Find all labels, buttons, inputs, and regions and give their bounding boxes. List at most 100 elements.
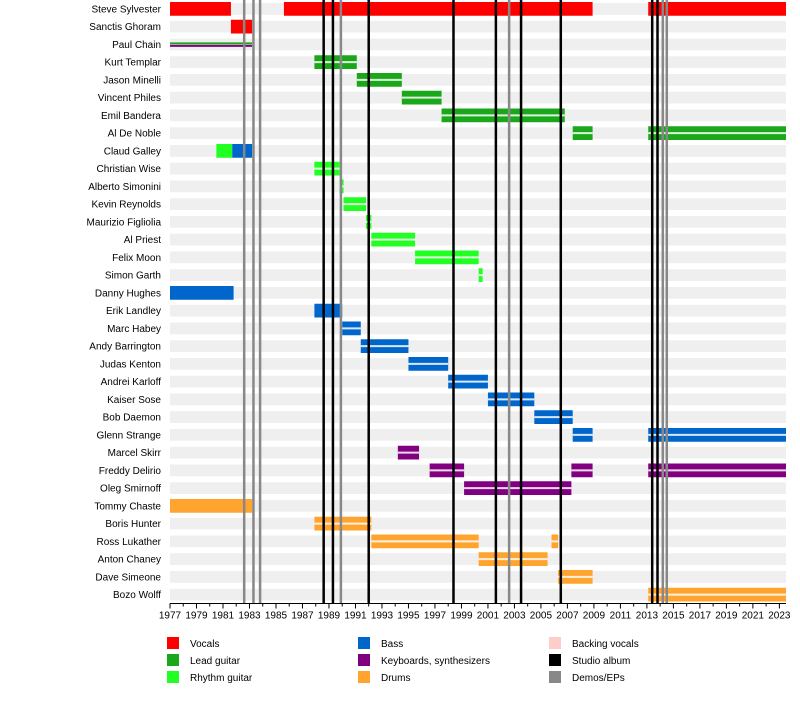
row-background bbox=[170, 358, 786, 370]
member-name: Andrei Karloff bbox=[101, 377, 162, 388]
x-axis: 1977 1979 1981 1983 1985 1987 1989 1991 1993 1995… bbox=[159, 603, 791, 622]
row-background bbox=[170, 517, 786, 530]
legend-label: Rhythm guitar bbox=[190, 673, 253, 684]
member-bar-stripe bbox=[360, 345, 409, 348]
member-name: Jason Minelli bbox=[103, 75, 161, 86]
x-tick-label: 2003 bbox=[503, 611, 526, 622]
row-background bbox=[170, 322, 786, 335]
member-bar-stripe bbox=[572, 132, 593, 135]
legend-swatch bbox=[358, 671, 370, 683]
member-bar-stripe bbox=[343, 203, 367, 206]
x-tick-label: 1977 bbox=[159, 611, 182, 622]
member-bar-stripe bbox=[342, 327, 361, 330]
row-backgrounds bbox=[170, 3, 786, 601]
member-name: Al De Noble bbox=[108, 129, 162, 140]
x-tick-label: 1985 bbox=[265, 611, 288, 622]
row-background bbox=[170, 304, 786, 317]
legend-swatch bbox=[549, 654, 561, 666]
member-bar bbox=[230, 19, 253, 34]
member-name: Bob Daemon bbox=[103, 413, 161, 424]
member-name: Ross Lukather bbox=[97, 537, 162, 548]
row-background bbox=[170, 216, 786, 228]
row-background bbox=[170, 411, 786, 423]
x-tick-label: 2007 bbox=[556, 611, 579, 622]
member-bar-stripe bbox=[314, 61, 357, 64]
member-name: Kurt Templar bbox=[104, 58, 161, 69]
row-background bbox=[170, 20, 786, 33]
member-bar-stripe bbox=[441, 114, 565, 117]
legend-swatch bbox=[549, 671, 561, 683]
x-tick-label: 1997 bbox=[424, 611, 447, 622]
x-tick-label: 2005 bbox=[530, 611, 553, 622]
member-bar-stripe bbox=[314, 167, 340, 170]
row-background bbox=[170, 74, 786, 86]
member-name: Simon Garth bbox=[105, 271, 161, 282]
row-background bbox=[170, 162, 786, 175]
row-background bbox=[170, 588, 786, 601]
member-name: Oleg Smirnoff bbox=[100, 484, 161, 495]
member-bar-stripe bbox=[551, 540, 559, 543]
member-bar bbox=[314, 303, 343, 318]
member-bar-stripe bbox=[648, 593, 786, 596]
member-names: Steve Sylvester Sanctis Ghoram Paul Chain K… bbox=[87, 4, 162, 601]
member-name: Boris Hunter bbox=[105, 519, 161, 530]
legend-swatch bbox=[167, 654, 179, 666]
row-background bbox=[170, 393, 786, 406]
row-background bbox=[170, 500, 786, 512]
member-bar-stripe bbox=[429, 469, 465, 472]
row-background bbox=[170, 198, 786, 210]
member-bar-stripe bbox=[478, 558, 548, 561]
member-bar-stripe bbox=[401, 96, 442, 99]
member-name: Claud Galley bbox=[104, 146, 161, 157]
member-bar-stripe bbox=[397, 451, 420, 454]
member-bar-stripe bbox=[371, 540, 479, 543]
x-tick-label: 1991 bbox=[344, 611, 367, 622]
member-bar-stripe bbox=[571, 469, 593, 472]
member-name: Marc Habey bbox=[107, 324, 161, 335]
row-background bbox=[170, 464, 786, 477]
member-name: Judas Kenton bbox=[100, 359, 161, 370]
member-bar-stripe bbox=[415, 256, 479, 259]
member-bar-stripe bbox=[648, 433, 786, 436]
member-bar bbox=[170, 44, 253, 47]
member-name: Glenn Strange bbox=[97, 430, 162, 441]
member-name: Dave Simeone bbox=[95, 572, 161, 583]
legend-label: Vocals bbox=[190, 639, 219, 650]
x-tick-label: 2013 bbox=[636, 611, 659, 622]
member-name: Anton Chaney bbox=[98, 555, 161, 566]
member-name: Kevin Reynolds bbox=[92, 200, 161, 211]
member-name: Danny Hughes bbox=[95, 288, 161, 299]
member-bar-stripe bbox=[464, 487, 572, 490]
row-background bbox=[170, 553, 786, 565]
member-bar bbox=[216, 144, 233, 158]
member-name: Emil Bandera bbox=[101, 111, 161, 122]
legend-label: Lead guitar bbox=[190, 656, 241, 667]
member-bar-stripe bbox=[408, 362, 449, 365]
member-bar bbox=[170, 42, 253, 45]
row-background bbox=[170, 446, 786, 459]
member-name: Maurizio Figliolia bbox=[87, 217, 162, 228]
member-bar-stripe bbox=[648, 469, 786, 472]
x-tick-label: 1981 bbox=[212, 611, 235, 622]
member-bar-stripe bbox=[572, 433, 593, 436]
legend-label: Keyboards, synthesizers bbox=[381, 656, 490, 667]
row-background bbox=[170, 91, 786, 104]
member-bar bbox=[170, 286, 234, 300]
member-bar-stripe bbox=[478, 274, 483, 277]
row-background bbox=[170, 56, 786, 68]
member-bar bbox=[648, 2, 786, 16]
x-tick-label: 2021 bbox=[742, 611, 765, 622]
member-name: Steve Sylvester bbox=[92, 4, 162, 15]
x-tick-label: 1995 bbox=[397, 611, 420, 622]
legend-swatch bbox=[167, 671, 179, 683]
member-name: Paul Chain bbox=[112, 40, 161, 51]
member-name: Tommy Chaste bbox=[94, 501, 161, 512]
member-name: Erik Landley bbox=[106, 306, 161, 317]
x-tick-label: 1989 bbox=[318, 611, 341, 622]
legend-label: Studio album bbox=[572, 656, 630, 667]
member-bar-stripe bbox=[487, 398, 535, 401]
x-tick-label: 2023 bbox=[768, 611, 791, 622]
x-tick-label: 2001 bbox=[477, 611, 500, 622]
member-name: Al Priest bbox=[124, 235, 161, 246]
legend-label: Backing vocals bbox=[572, 639, 639, 650]
